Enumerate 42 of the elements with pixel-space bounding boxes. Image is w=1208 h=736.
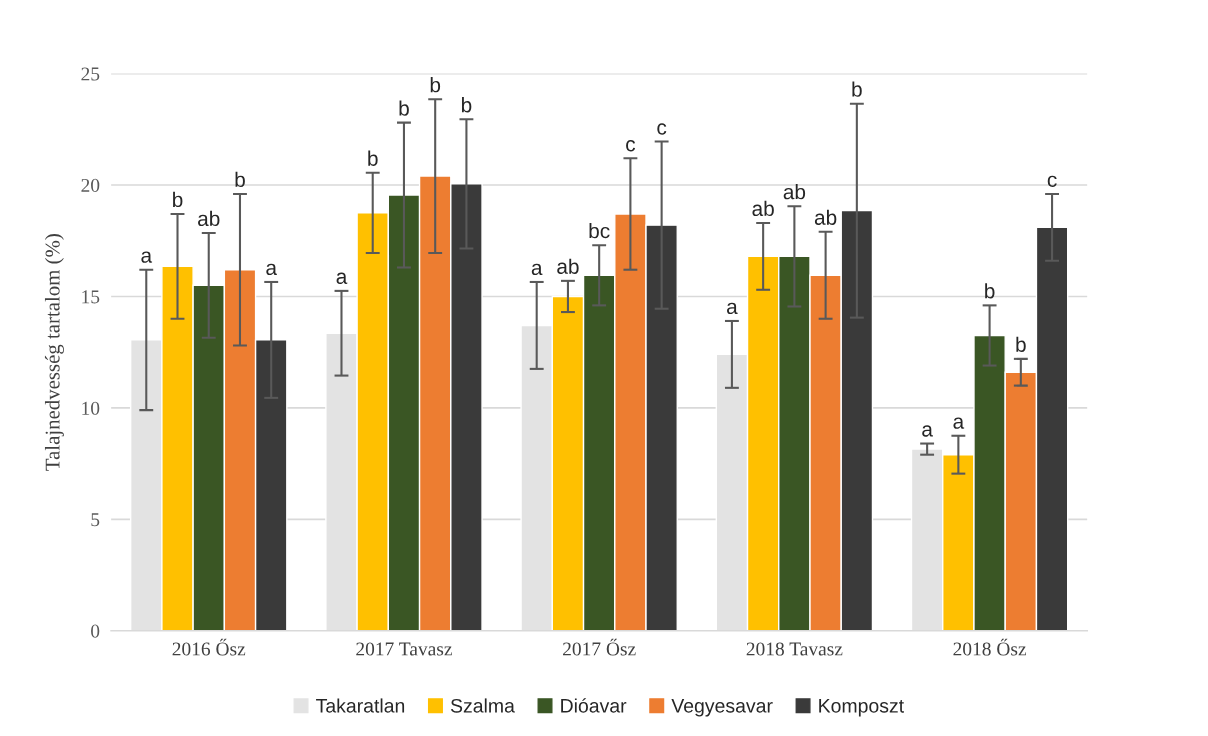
y-tick-label: 25 <box>81 67 100 81</box>
legend-label: Vegyesavar <box>671 699 773 717</box>
annotation: a <box>141 251 153 263</box>
x-tick-label: 2016 Ősz <box>172 638 246 656</box>
annotation: b <box>399 100 409 116</box>
x-tick-label: 2017 Tavasz <box>356 642 452 656</box>
y-tick-label: 20 <box>81 178 100 192</box>
y-tick-label: 10 <box>82 401 100 415</box>
annotation: ab <box>752 200 774 217</box>
legend-label: Szalma <box>450 698 515 713</box>
annotation: c <box>626 139 636 152</box>
annotation: a <box>531 263 543 276</box>
annotation: b <box>985 283 995 299</box>
annotation: a <box>953 417 965 429</box>
legend-label: Dióavar <box>561 698 627 713</box>
annotation: b <box>852 81 862 97</box>
x-tick-label: 2017 Ősz <box>563 638 636 656</box>
annotation: b <box>173 191 183 208</box>
annotation: ab <box>814 209 837 225</box>
annotation: b <box>430 77 441 93</box>
annotation: c <box>657 123 667 135</box>
annotation: ab <box>783 184 806 200</box>
annotation: a <box>922 425 933 437</box>
annotation: a <box>727 302 738 315</box>
annotation: ab <box>198 210 220 227</box>
annotation: c <box>1047 175 1057 188</box>
x-tick-label: 2018 Tavasz <box>746 642 843 656</box>
x-tick-label: 2018 Ősz <box>953 638 1027 656</box>
annotation: b <box>461 97 472 113</box>
annotation: ab <box>557 258 579 274</box>
y-tick-label: 15 <box>82 290 100 304</box>
annotation: a <box>336 272 348 284</box>
y-tick-label: 0 <box>91 624 100 638</box>
y-axis-title: Talajnedvesség tartalom (%) <box>44 234 64 471</box>
annotation: b <box>235 171 245 188</box>
legend-label: Komposzt <box>819 699 904 717</box>
annotation: b <box>1016 336 1026 352</box>
annotation: a <box>266 263 277 276</box>
legend-label: Takaratlan <box>316 698 405 713</box>
y-tick-label: 5 <box>91 513 100 527</box>
annotation: b <box>368 150 378 166</box>
annotation: bc <box>589 223 610 239</box>
